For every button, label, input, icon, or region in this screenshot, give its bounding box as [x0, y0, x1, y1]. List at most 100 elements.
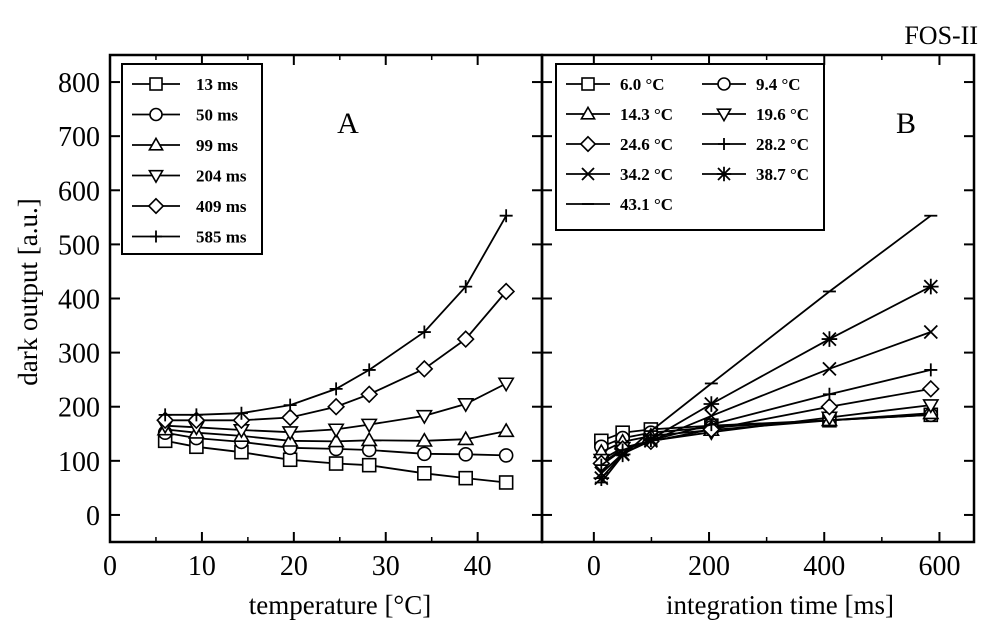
data-point-585-ms — [329, 382, 343, 396]
legend-entry-28-2-c: 28.2 °C — [702, 135, 809, 154]
legend-marker-38-7-c — [716, 166, 732, 182]
legend-label-19-6-c: 19.6 °C — [756, 105, 809, 124]
legend-label-585-ms: 585 ms — [196, 228, 247, 247]
legend-marker-585-ms — [150, 230, 162, 243]
series-43-1-c — [594, 214, 938, 484]
data-point-28-2-c — [822, 387, 836, 401]
series-line-43-1-c — [600, 214, 932, 484]
data-point-204-ms — [327, 423, 345, 439]
legend-entry-13-ms: 13 ms — [132, 75, 238, 94]
legend-label-34-2-c: 34.2 °C — [620, 165, 673, 184]
data-point-204-ms — [281, 426, 299, 441]
legend-marker-409-ms — [147, 197, 165, 215]
series-line-34-2-c — [600, 331, 932, 474]
legend-entry-50-ms: 50 ms — [132, 106, 238, 125]
data-point-409-ms — [415, 359, 434, 378]
legend-label-13-ms: 13 ms — [196, 75, 238, 94]
legend-label-99-ms: 99 ms — [196, 136, 238, 155]
panel-a-x-tick-label: 0 — [103, 551, 117, 582]
panel-a-letter: A — [337, 107, 359, 140]
data-point-38-7-c — [703, 396, 720, 412]
data-point-99-ms — [415, 432, 433, 447]
panel-a-x-tick-label: 30 — [372, 551, 400, 582]
legend-entry-204-ms: 204 ms — [132, 167, 247, 186]
panel-a-series — [156, 209, 516, 490]
legend-label-204-ms: 204 ms — [196, 167, 247, 186]
panel-a-x-axis-title: temperature [°C] — [249, 590, 431, 620]
y-axis-title: dark output [a.u.] — [13, 198, 43, 385]
legend-label-6-0-c: 6.0 °C — [620, 75, 665, 94]
legend-label-28-2-c: 28.2 °C — [756, 135, 809, 154]
legend-entry-38-7-c: 38.7 °C — [702, 165, 809, 184]
panel-b-x-tick-label: 200 — [688, 551, 730, 582]
data-point-19-6-c — [922, 399, 940, 414]
legend-marker-19-6-c — [716, 108, 732, 123]
panel-a-legend-box — [121, 63, 263, 255]
legend-marker-14-3-c — [580, 105, 596, 120]
legend-label-9-4-c: 9.4 °C — [756, 75, 801, 94]
legend-marker-34-2-c — [581, 167, 595, 181]
data-point-24-6-c — [921, 379, 940, 398]
legend-marker-204-ms — [148, 169, 164, 184]
y-tick-label: 0 — [86, 501, 100, 532]
data-point-204-ms — [457, 398, 475, 413]
legend-label-38-7-c: 38.7 °C — [756, 165, 809, 184]
panel-b-letter: B — [896, 107, 916, 140]
panel-a-x-tick-label: 10 — [188, 551, 216, 582]
legend-marker-13-ms — [149, 77, 163, 91]
legend-entry-409-ms: 409 ms — [132, 197, 247, 216]
data-point-34-2-c — [923, 324, 938, 340]
series-409-ms — [156, 282, 516, 430]
data-point-99-ms — [327, 432, 345, 448]
data-point-585-ms — [459, 280, 473, 294]
y-tick-label: 500 — [58, 230, 100, 261]
legend-label-409-ms: 409 ms — [196, 197, 247, 216]
series-13-ms — [157, 433, 514, 490]
data-point-28-2-c — [924, 363, 938, 377]
panel-b-x-tick-label: 0 — [587, 551, 601, 582]
data-point-585-ms — [234, 406, 248, 420]
legend-marker-50-ms — [149, 107, 163, 122]
legend-label-14-3-c: 14.3 °C — [620, 105, 673, 124]
legend-entry-6-0-c: 6.0 °C — [566, 75, 665, 94]
data-point-38-7-c — [923, 278, 939, 295]
data-point-13-ms — [458, 470, 474, 486]
panel-b-x-axis-title: integration time [ms] — [666, 590, 894, 620]
panel-a-x-tick-label: 40 — [464, 551, 492, 582]
panel-b-series — [592, 214, 940, 486]
data-point-204-ms — [497, 377, 515, 393]
legend-entry-9-4-c: 9.4 °C — [702, 75, 801, 94]
data-point-585-ms — [158, 408, 172, 422]
series-34-2-c — [594, 324, 938, 481]
panel-b-x-tick-label: 400 — [803, 551, 845, 582]
data-point-585-ms — [283, 398, 297, 412]
panel-b-legend-box — [555, 63, 825, 231]
legend-entry-19-6-c: 19.6 °C — [702, 105, 809, 124]
data-point-50-ms — [458, 447, 474, 462]
data-point-38-7-c — [643, 431, 659, 447]
data-point-38-7-c — [593, 470, 610, 486]
legend-entry-24-6-c: 24.6 °C — [566, 135, 673, 154]
y-tick-label: 600 — [58, 176, 100, 207]
panel-b-x-tick-label: 600 — [918, 551, 960, 582]
data-point-204-ms — [415, 409, 433, 425]
panel-b-ticks: 0 200 400 600 — [542, 55, 974, 582]
data-point-585-ms — [499, 209, 513, 223]
y-tick-label: 800 — [58, 68, 100, 99]
legend-entry-34-2-c: 34.2 °C — [566, 165, 673, 184]
legend-entry-14-3-c: 14.3 °C — [566, 105, 673, 124]
y-tick-label: 200 — [58, 393, 100, 424]
legend-label-43-1-c: 43.1 °C — [620, 195, 673, 214]
legend-marker-99-ms — [148, 136, 164, 151]
data-point-409-ms — [281, 408, 300, 427]
data-point-409-ms — [456, 330, 475, 349]
panel-b-legend: 6.0 °C 9.4 °C 14.3 °C 19.6 °C 24.6 °C 28.2 °C… — [555, 63, 825, 231]
y-tick-label: 700 — [58, 122, 100, 153]
data-point-34-2-c — [704, 408, 719, 424]
panel-a-x-tick-label: 20 — [280, 551, 308, 582]
data-point-34-2-c — [822, 361, 837, 376]
data-point-585-ms — [417, 325, 431, 339]
